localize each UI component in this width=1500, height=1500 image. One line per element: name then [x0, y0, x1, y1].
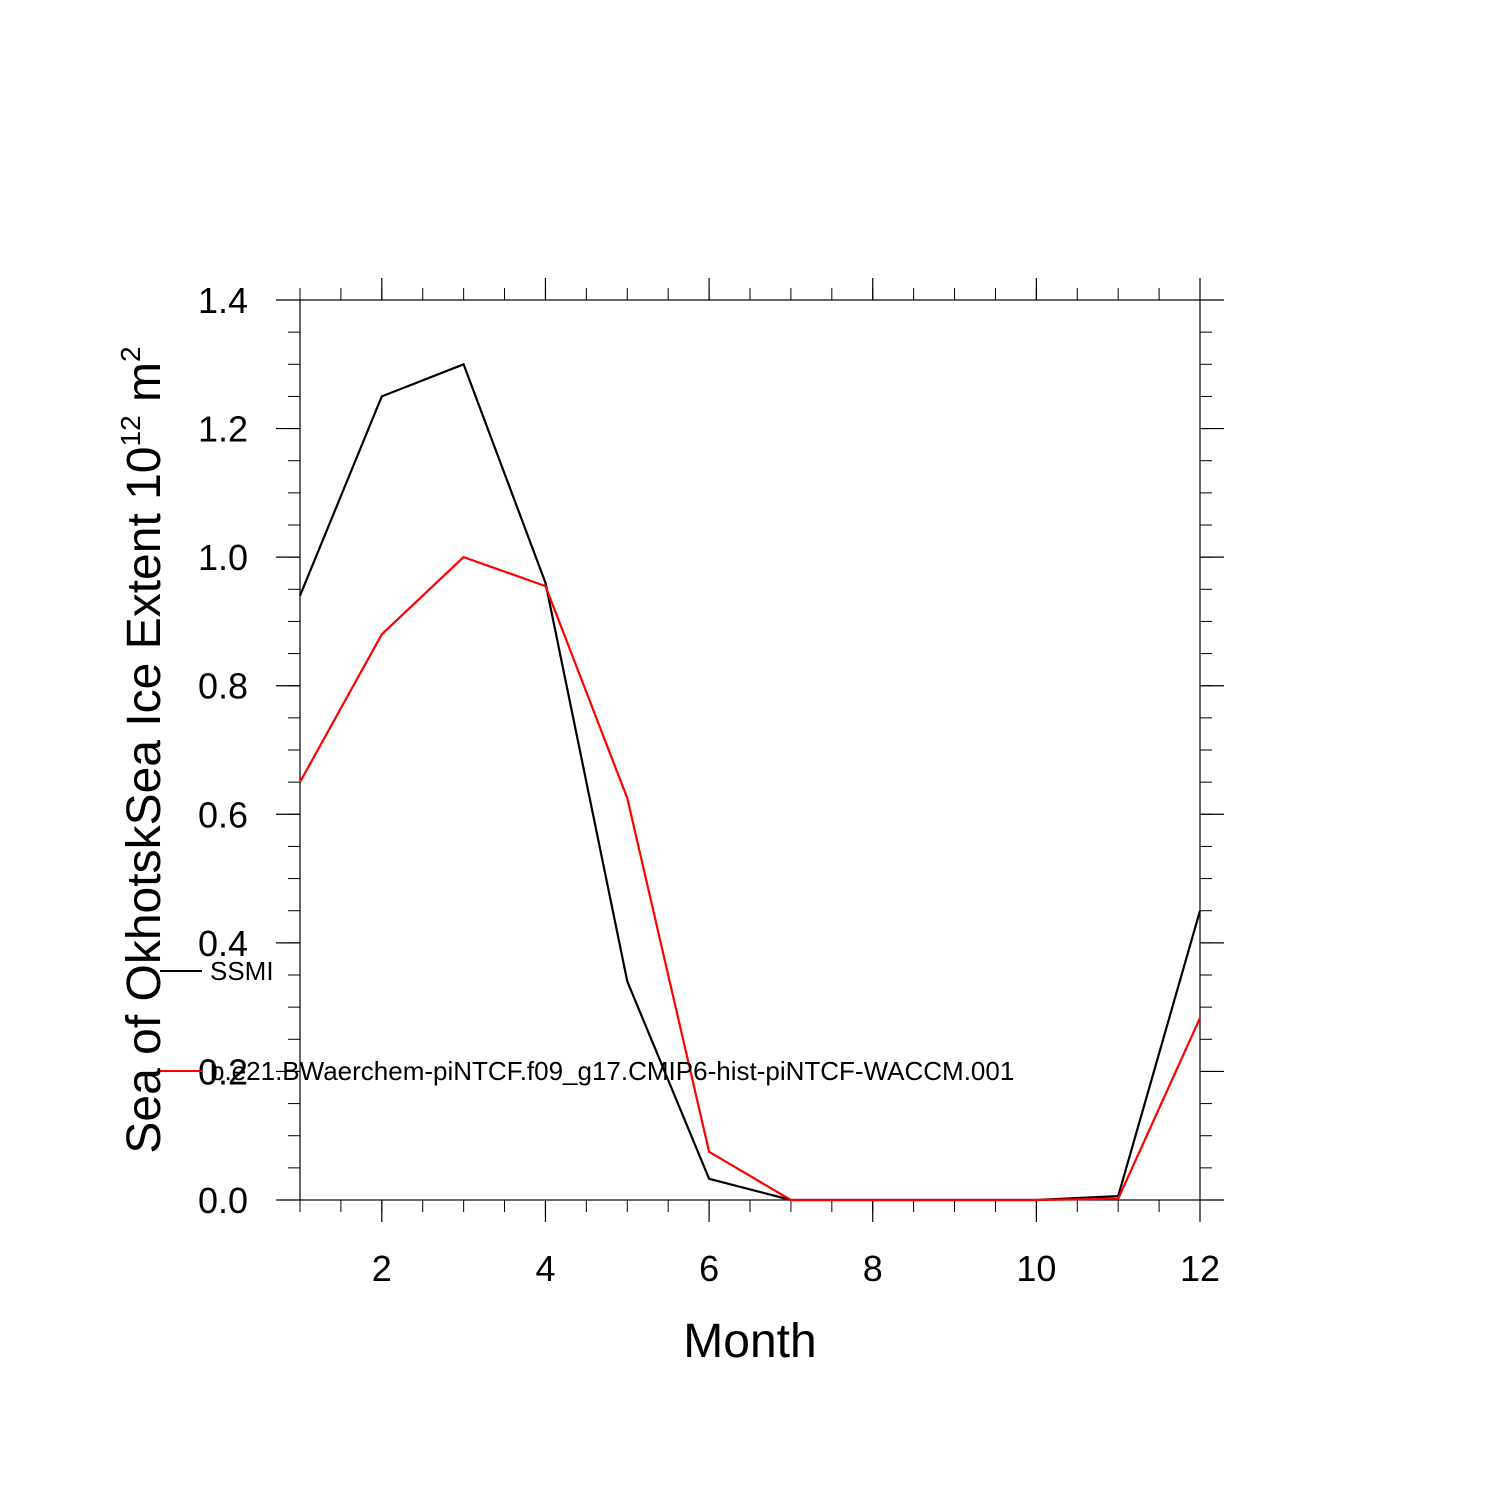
y-tick-label: 0.0 — [198, 1180, 248, 1221]
x-axis-title: Month — [683, 1315, 816, 1368]
y-tick-label: 0.4 — [198, 923, 248, 964]
x-tick-label: 2 — [372, 1248, 392, 1289]
major-ticks — [276, 278, 1224, 1222]
y-tick-label: 0.8 — [198, 666, 248, 707]
y-axis-title-unit: m — [118, 362, 171, 415]
y-tick-label: 1.4 — [198, 280, 248, 321]
y-tick-label: 0.2 — [198, 1051, 248, 1092]
x-tick-label: 12 — [1180, 1248, 1220, 1289]
y-axis-title-unit-exponent: 2 — [115, 346, 146, 362]
y-tick-label: 0.6 — [198, 794, 248, 835]
y-tick-label: 1.2 — [198, 409, 248, 450]
x-tick-label: 4 — [535, 1248, 555, 1289]
y-axis-title: Sea of OkhotskSea Ice Extent 1012 m2 — [115, 346, 171, 1153]
legend-label-1: b.e21.BWaerchem-piNTCF.f09_g17.CMIP6-his… — [210, 1056, 1014, 1086]
x-tick-label: 10 — [1016, 1248, 1056, 1289]
tick-labels: 2 4 6 8 10 12 0.0 0.2 0.4 0.6 0.8 1.0 1.2 1.4 — [198, 280, 1220, 1289]
x-tick-label: 8 — [863, 1248, 883, 1289]
y-tick-label: 1.0 — [198, 537, 248, 578]
legend: SSMI b.e21.BWaerchem-piNTCF.f09_g17.CMIP6… — [160, 956, 1014, 1086]
x-tick-label: 6 — [699, 1248, 719, 1289]
y-axis-title-main: Sea of OkhotskSea Ice Extent 10 — [118, 446, 171, 1153]
series-line-1 — [299, 555, 1202, 1202]
series-lines — [298, 363, 1202, 1202]
legend-label-0: SSMI — [210, 956, 274, 986]
y-axis-title-exponent: 12 — [115, 415, 146, 446]
